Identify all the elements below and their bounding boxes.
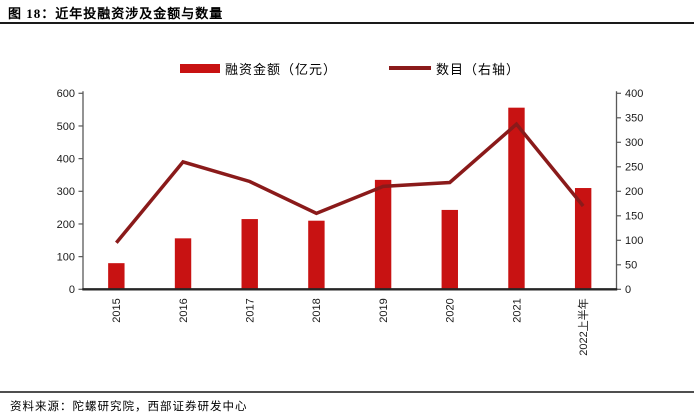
bar-2017: [241, 219, 258, 290]
figure-title: 图 18：近年投融资涉及金额与数量: [8, 6, 224, 21]
left-axis-tick-label: 600: [57, 88, 75, 100]
x-axis-label-2020: 2020: [445, 298, 457, 322]
source-note: 资料来源：陀螺研究院，西部证券研发中心: [10, 401, 248, 413]
left-axis-tick-label: 300: [57, 186, 75, 198]
x-axis-label-2016: 2016: [178, 298, 190, 322]
bar-2020: [441, 209, 458, 290]
x-axis-label-2019: 2019: [378, 298, 390, 322]
legend-item-count: 数目（右轴）: [389, 59, 520, 78]
left-axis-tick-label: 200: [57, 219, 75, 231]
chart-plot: 0 100 200 300 400 500 600 0 50 100 150 200 250 300 350…: [57, 88, 644, 356]
left-axis-tick-label: 100: [57, 251, 75, 263]
footer-divider: [0, 391, 694, 393]
bar-2018: [308, 220, 325, 290]
right-axis-tick-label: 350: [625, 113, 643, 125]
x-axis-label-2015: 2015: [111, 298, 123, 322]
bar-2021: [508, 107, 525, 290]
left-axis-tick-label: 400: [57, 153, 75, 165]
x-axis-label-2022上半年: 2022上半年: [576, 298, 590, 355]
right-axis-tick-label: 200: [625, 186, 643, 198]
bar-series-swatch-icon: [179, 63, 220, 73]
x-axis-label-2017: 2017: [245, 298, 257, 322]
bar-2015: [108, 263, 125, 290]
legend-label-count: 数目（右轴）: [436, 61, 521, 77]
right-axis-tick-label: 150: [625, 211, 643, 223]
line-series-swatch-icon: [389, 66, 431, 70]
bar-2019: [374, 179, 392, 290]
legend-item-amount: 融资金额（亿元）: [179, 59, 337, 78]
chart-legend: 融资金额（亿元） 数目（右轴）: [83, 59, 617, 77]
left-axis-tick-label: 0: [69, 284, 75, 296]
legend-label-amount: 融资金额（亿元）: [224, 61, 337, 77]
right-axis-tick-label: 250: [625, 162, 643, 174]
bar-2016: [174, 238, 192, 290]
right-axis-tick-label: 0: [625, 284, 631, 296]
right-axis-tick-label: 400: [625, 88, 643, 100]
title-divider: [0, 22, 694, 24]
x-axis-label-2018: 2018: [311, 298, 323, 322]
right-axis-tick-label: 300: [625, 137, 643, 149]
right-axis-tick-label: 100: [625, 235, 643, 247]
count-line: [114, 121, 585, 244]
right-axis-tick-label: 50: [625, 260, 637, 272]
bar-2022上半年: [574, 188, 592, 290]
left-axis-tick-label: 500: [57, 121, 75, 133]
x-axis-label-2021: 2021: [511, 298, 523, 322]
